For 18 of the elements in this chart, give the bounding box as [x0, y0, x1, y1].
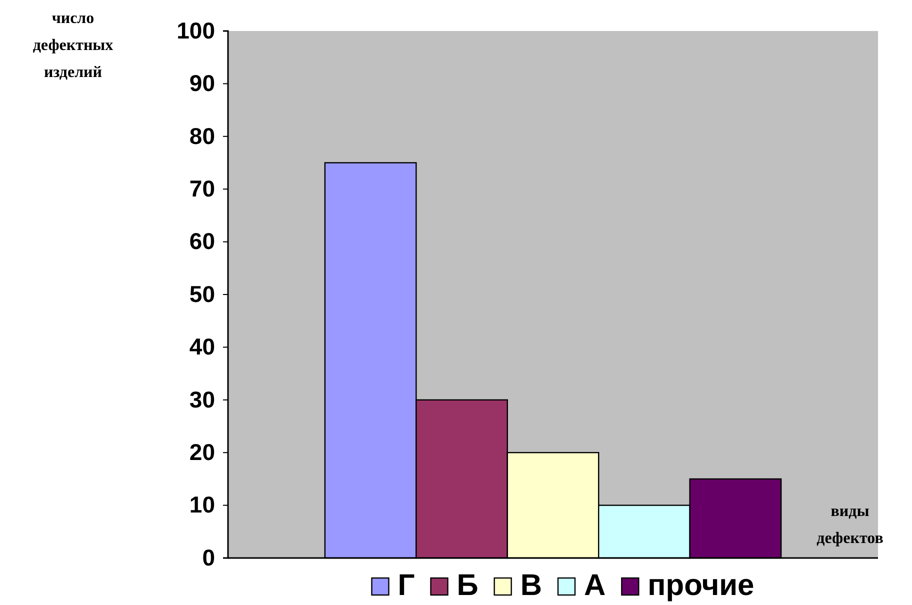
- y-tick-label: 80: [189, 122, 215, 149]
- y-tick-label: 10: [189, 492, 215, 518]
- y-tick-label: 40: [189, 334, 215, 360]
- legend-label: прочие: [648, 569, 754, 602]
- y-tick-label: 30: [189, 386, 215, 412]
- y-tick-label: 60: [189, 228, 215, 254]
- y-tick-label: 90: [189, 70, 215, 96]
- y-tick-label: 0: [202, 544, 215, 570]
- y-tick-label: 50: [189, 280, 215, 307]
- y-axis-title: число дефектных изделий: [32, 10, 114, 81]
- y-tick-label: 70: [189, 175, 215, 202]
- legend-label: В: [520, 569, 542, 602]
- x-axis-title: виды дефектов: [816, 503, 884, 547]
- y-tick-label: 20: [189, 438, 215, 465]
- legend-label: А: [584, 569, 606, 602]
- y-tick-label: 100: [176, 17, 215, 44]
- legend-label: Б: [456, 569, 478, 602]
- legend-label: Г: [398, 569, 415, 602]
